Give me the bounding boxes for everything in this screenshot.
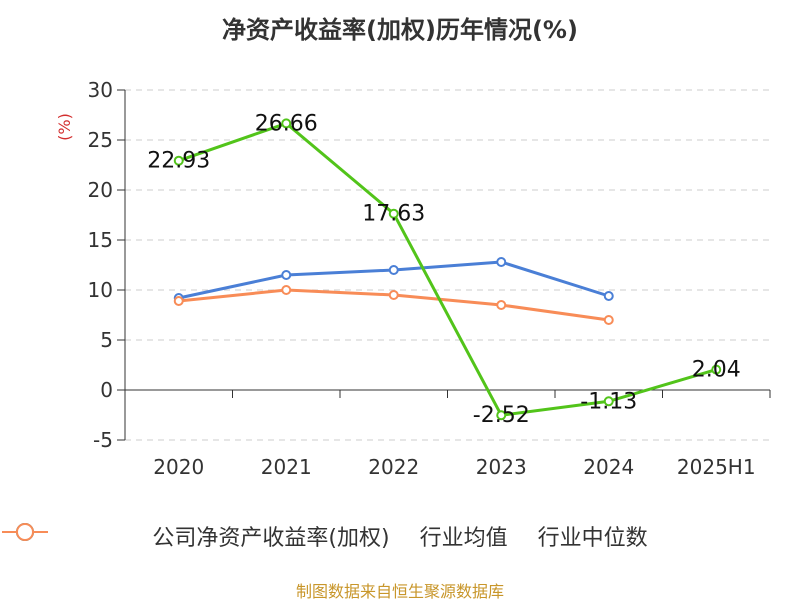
- legend-item-industry-mean[interactable]: 行业均值: [2, 520, 508, 552]
- y-tick-label: 30: [88, 78, 113, 102]
- data-point: [281, 118, 292, 129]
- data-point: [388, 290, 399, 300]
- series-line: [178, 121, 717, 417]
- data-point: [603, 396, 614, 407]
- legend-label-industry-median: 行业中位数: [537, 526, 648, 551]
- legend: 公司净资产收益率(加权) 行业均值 行业中位数: [0, 520, 800, 552]
- legend-label-company: 公司净资产收益率(加权): [152, 526, 390, 551]
- data-point: [173, 296, 184, 306]
- data-point: [711, 364, 722, 375]
- legend-label-industry-mean: 行业均值: [419, 526, 508, 551]
- x-tick-label: 2024: [583, 455, 634, 479]
- data-point: [281, 285, 292, 295]
- data-label: -2.52: [473, 403, 530, 428]
- data-point: [496, 257, 507, 267]
- y-axis-label: (%): [55, 113, 74, 141]
- y-tick-label: 10: [88, 278, 113, 302]
- chart-title: 净资产收益率(加权)历年情况(%): [222, 16, 578, 44]
- x-tick-label: 2022: [368, 455, 419, 479]
- data-point: [496, 410, 507, 421]
- data-label: 17.63: [362, 202, 425, 227]
- data-point: [603, 291, 614, 301]
- x-tick-label: 2025H1: [677, 455, 756, 479]
- y-tick-label: 20: [88, 178, 113, 202]
- legend-item-industry-median[interactable]: 行业中位数: [2, 520, 648, 552]
- data-point: [281, 270, 292, 280]
- y-tick-label: 15: [88, 228, 113, 252]
- y-tick-label: 5: [100, 328, 113, 352]
- legend-item-company[interactable]: 公司净资产收益率(加权): [2, 520, 390, 552]
- data-point: [388, 208, 399, 219]
- y-tick-label: 0: [100, 378, 113, 402]
- y-tick-label: -5: [93, 428, 113, 452]
- x-tick-label: 2021: [261, 455, 312, 479]
- data-label: 2.04: [692, 358, 741, 383]
- data-point: [496, 300, 507, 310]
- data-label: -1.13: [580, 389, 637, 414]
- data-point: [173, 155, 184, 166]
- data-label: 26.66: [255, 111, 318, 136]
- data-label: 22.93: [147, 149, 210, 174]
- x-tick-label: 2020: [153, 455, 204, 479]
- x-tick-label: 2023: [476, 455, 527, 479]
- data-point: [603, 315, 614, 325]
- source-note: 制图数据来自恒生聚源数据库: [295, 582, 504, 601]
- data-point: [388, 265, 399, 275]
- y-tick-label: 25: [88, 128, 113, 152]
- legend-swatch-industry-median: [2, 523, 48, 541]
